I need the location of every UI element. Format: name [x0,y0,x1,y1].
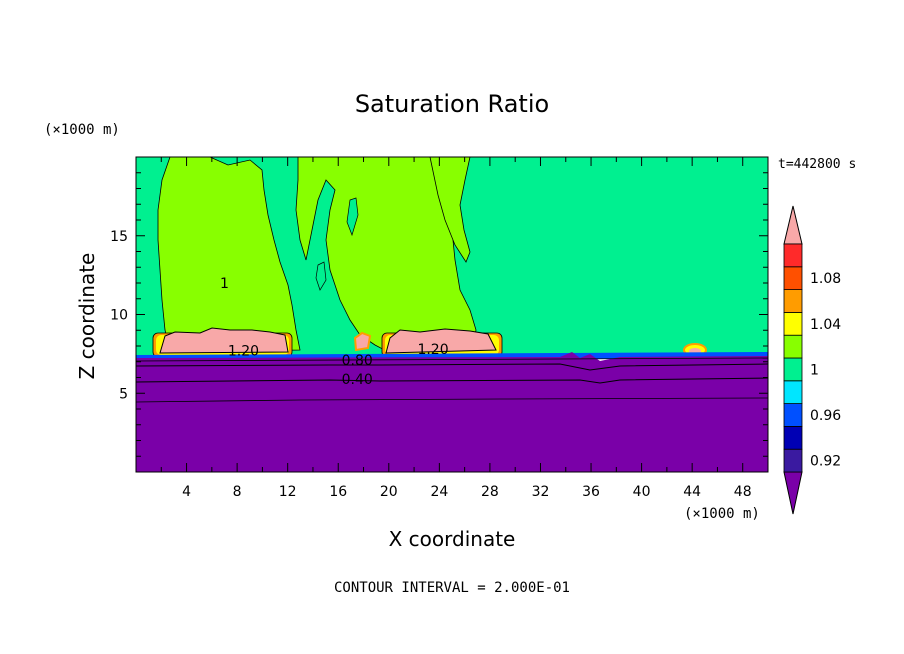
region-cap-left [159,327,289,354]
contour-label: 1 [220,276,229,292]
colorbar-band [783,289,803,313]
contour-labels: 1 1.20 1.20 0.80 0.40 [220,276,449,388]
chart-title: Saturation Ratio [355,90,549,118]
region-cloud-blob-1 [346,197,359,237]
plot-area [135,156,769,473]
x-tick-label: 24 [430,484,448,500]
region-dry-layer [136,352,768,472]
x-tick-label: 8 [233,484,242,500]
colorbar: 0.92 0.96 1 1.04 1.08 [783,205,841,515]
colorbar-band [783,266,803,290]
x-tick-label: 40 [633,484,651,500]
colorbar-label: 0.96 [810,408,841,424]
contour-label: 0.40 [342,372,373,388]
region-cap-small [353,331,372,352]
colorbar-label: 1.04 [810,317,841,333]
time-label: t=442800 s [778,157,856,172]
y-axis: 5 10 15 [110,172,768,457]
x-axis-label: X coordinate [389,527,516,551]
contour-label: 0.80 [342,353,373,369]
x-tick-label: 36 [582,484,600,500]
colorbar-band [783,243,803,268]
colorbar-band [783,403,803,427]
colorbar-label: 1 [810,362,819,378]
x-axis: 4 8 12 16 20 24 28 32 36 40 44 48 [160,157,752,500]
colorbar-band [783,334,803,359]
y-unit-label: (×1000 m) [44,122,120,138]
y-tick-label: 10 [110,308,128,324]
colorbar-band [783,425,803,450]
contour-label: 1.20 [417,342,448,358]
x-tick-label: 32 [532,484,550,500]
region-cloud-blob-2 [315,261,327,291]
y-axis-label: Z coordinate [75,253,99,380]
x-unit-label: (×1000 m) [684,506,760,522]
contour-line-top [135,357,769,362]
x-tick-label: 20 [380,484,398,500]
colorbar-label: 0.92 [810,454,841,470]
contour-label: 1.20 [228,344,259,360]
x-tick-label: 12 [279,484,297,500]
colorbar-arrow-bottom [783,471,803,515]
colorbar-band [783,380,803,404]
y-tick-label: 5 [119,386,128,402]
region-cloud-column-left [157,156,301,353]
contour-interval-footer: CONTOUR INTERVAL = 2.000E-01 [334,580,570,596]
contour-line-0.40 [135,377,769,384]
x-tick-label: 4 [182,484,191,500]
contour-line-low [135,397,769,403]
y-tick-label: 15 [110,229,128,245]
region-cap-right [385,328,497,354]
x-tick-label: 16 [329,484,347,500]
x-tick-label: 28 [481,484,499,500]
colorbar-band [783,357,803,382]
colorbar-band [783,448,803,473]
x-tick-label: 48 [734,484,752,500]
colorbar-band [783,311,803,336]
colorbar-arrow-top [783,205,803,245]
x-tick-label: 44 [683,484,701,500]
colorbar-label: 1.08 [810,271,841,287]
contour-line-0.80 [135,363,769,371]
region-cloud-strand-right [429,156,471,263]
